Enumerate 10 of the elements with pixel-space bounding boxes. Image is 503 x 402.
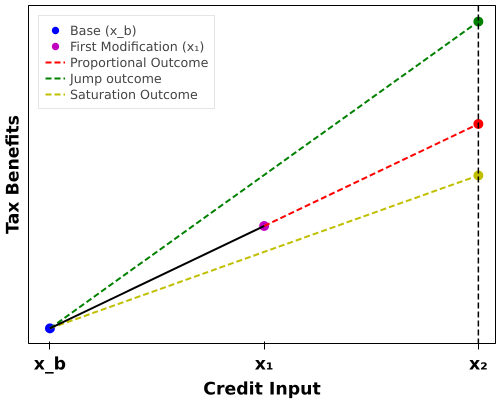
legend-label: Saturation Outcome <box>70 86 198 102</box>
x-tick-label: x_b <box>34 354 66 374</box>
x-tick-label: x₁ <box>254 354 274 374</box>
legend-label: Jump outcome <box>70 70 162 86</box>
y-axis-title: Tax Benefits <box>4 115 24 234</box>
legend-label: Base (x_b) <box>70 22 137 38</box>
legend-label: Proportional Outcome <box>70 54 208 70</box>
x-tick-label: x₂ <box>468 354 488 374</box>
legend-label: First Modification (x₁) <box>70 38 204 54</box>
x-axis-title: Credit Input <box>203 380 321 400</box>
